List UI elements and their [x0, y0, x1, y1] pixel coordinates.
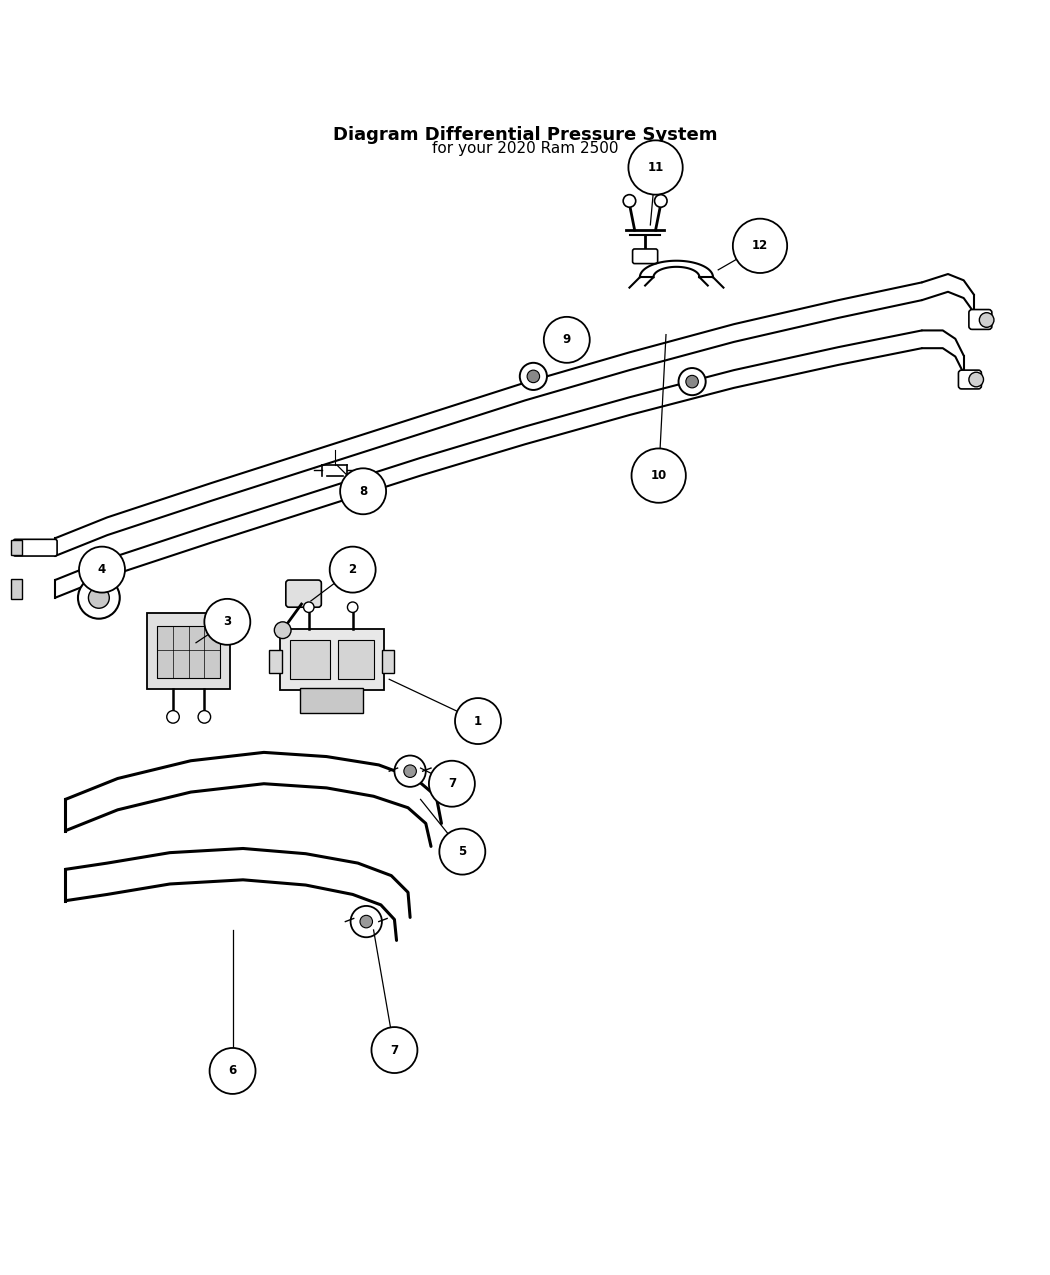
Circle shape	[351, 907, 382, 937]
Bar	[12, 579, 22, 599]
FancyBboxPatch shape	[969, 310, 992, 329]
Circle shape	[88, 588, 109, 608]
Circle shape	[274, 622, 291, 639]
Bar	[269, 650, 281, 673]
Bar	[158, 626, 220, 678]
Bar	[279, 629, 384, 690]
Circle shape	[628, 140, 682, 195]
Text: Diagram Differential Pressure System: Diagram Differential Pressure System	[333, 126, 717, 144]
Circle shape	[631, 449, 686, 502]
Circle shape	[404, 765, 417, 778]
Circle shape	[439, 829, 485, 875]
Circle shape	[733, 219, 788, 273]
Text: 12: 12	[752, 240, 769, 252]
Circle shape	[428, 761, 475, 807]
Text: 8: 8	[359, 484, 368, 497]
Circle shape	[686, 375, 698, 388]
Text: 3: 3	[224, 616, 231, 629]
Text: 1: 1	[474, 714, 482, 728]
Circle shape	[210, 1048, 255, 1094]
Circle shape	[303, 602, 314, 612]
Circle shape	[455, 699, 501, 745]
Bar	[12, 541, 22, 555]
Text: 2: 2	[349, 564, 357, 576]
Circle shape	[654, 195, 667, 208]
Circle shape	[980, 312, 994, 328]
Circle shape	[167, 710, 180, 723]
Bar	[338, 640, 374, 680]
Circle shape	[969, 372, 984, 386]
Circle shape	[372, 1028, 418, 1074]
FancyBboxPatch shape	[959, 370, 982, 389]
FancyBboxPatch shape	[286, 580, 321, 607]
Text: 9: 9	[563, 333, 571, 347]
Circle shape	[395, 756, 426, 787]
Bar	[147, 613, 230, 688]
Circle shape	[78, 576, 120, 618]
Circle shape	[624, 195, 635, 208]
Text: 11: 11	[648, 161, 664, 173]
Circle shape	[340, 468, 386, 514]
Circle shape	[330, 547, 376, 593]
Bar	[290, 640, 330, 680]
Text: 10: 10	[651, 469, 667, 482]
Text: for your 2020 Ram 2500: for your 2020 Ram 2500	[432, 142, 618, 157]
Bar	[382, 650, 395, 673]
Text: 5: 5	[458, 845, 466, 858]
Circle shape	[205, 599, 250, 645]
Text: 4: 4	[98, 564, 106, 576]
Circle shape	[348, 602, 358, 612]
Circle shape	[527, 370, 540, 382]
Text: 7: 7	[448, 778, 456, 790]
Text: 7: 7	[391, 1043, 399, 1057]
FancyBboxPatch shape	[632, 249, 657, 264]
Bar	[300, 687, 363, 713]
Circle shape	[79, 547, 125, 593]
Circle shape	[678, 368, 706, 395]
FancyBboxPatch shape	[14, 539, 57, 556]
Text: 6: 6	[229, 1065, 236, 1077]
Circle shape	[544, 317, 590, 363]
Circle shape	[360, 915, 373, 928]
Circle shape	[520, 363, 547, 390]
Circle shape	[198, 710, 211, 723]
